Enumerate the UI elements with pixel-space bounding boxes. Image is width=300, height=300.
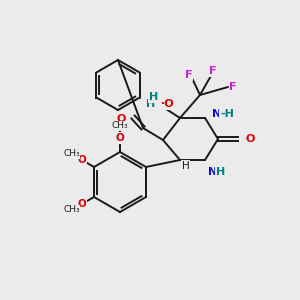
Text: ·O: ·O [161,99,175,109]
Text: N: N [208,167,217,177]
Text: CH₃: CH₃ [63,149,80,158]
Text: F: F [229,82,237,92]
Text: -H: -H [220,109,234,119]
Text: H: H [149,92,158,102]
Text: O: O [117,114,126,124]
Text: CH₃: CH₃ [63,206,80,214]
Text: H: H [216,167,225,177]
Text: F: F [185,70,193,80]
Text: CH₃: CH₃ [112,122,128,130]
Text: F: F [209,66,217,76]
Text: H: H [146,99,155,109]
Text: O: O [77,155,86,165]
Text: O: O [77,199,86,209]
Text: O: O [245,134,254,144]
Text: H: H [182,161,190,171]
Text: N: N [212,109,221,119]
Text: O: O [116,133,124,143]
